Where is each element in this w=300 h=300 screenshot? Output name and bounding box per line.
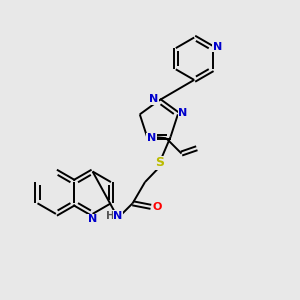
Text: O: O: [152, 202, 161, 212]
Text: N: N: [213, 42, 222, 52]
Text: N: N: [178, 108, 188, 118]
Text: N: N: [149, 94, 158, 104]
Text: S: S: [155, 157, 164, 169]
Text: N: N: [147, 133, 156, 143]
Text: N: N: [88, 214, 97, 224]
Text: N: N: [113, 211, 122, 221]
Text: H: H: [106, 211, 115, 221]
